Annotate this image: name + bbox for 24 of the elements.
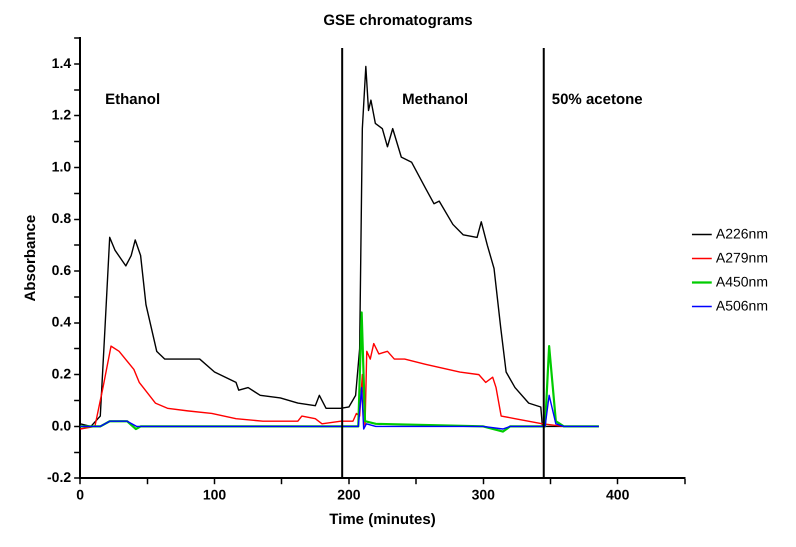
x-tick-label: 300 (472, 486, 496, 502)
x-tick-label: 100 (202, 486, 226, 502)
chart-title: GSE chromatograms (323, 12, 473, 30)
annotation: Methanol (402, 91, 468, 108)
y-tick-label: 0.4 (52, 314, 72, 330)
y-tick-label: 1.4 (52, 54, 72, 71)
y-axis-title: Absorbance (22, 214, 40, 302)
y-tick-label: 1.2 (52, 106, 72, 123)
legend-label: A506nm (716, 297, 768, 314)
y-tick-label: 0.0 (52, 417, 72, 434)
y-tick-label: 0.8 (52, 210, 72, 226)
annotation: 50% acetone (552, 91, 643, 108)
legend-label: A450nm (716, 273, 768, 290)
annotation: Ethanol (105, 91, 160, 108)
x-tick-label: 400 (606, 486, 630, 502)
legend-label: A226nm (716, 225, 768, 242)
y-tick-label: 0.6 (52, 262, 72, 278)
y-tick-label: -0.2 (47, 469, 72, 486)
legend-label: A279nm (716, 249, 768, 266)
x-tick-label: 0 (76, 486, 84, 502)
y-tick-label: 1.0 (52, 158, 72, 174)
x-axis-title: Time (minutes) (329, 511, 436, 528)
x-tick-label: 200 (337, 486, 361, 502)
y-tick-label: 0.2 (52, 365, 72, 382)
